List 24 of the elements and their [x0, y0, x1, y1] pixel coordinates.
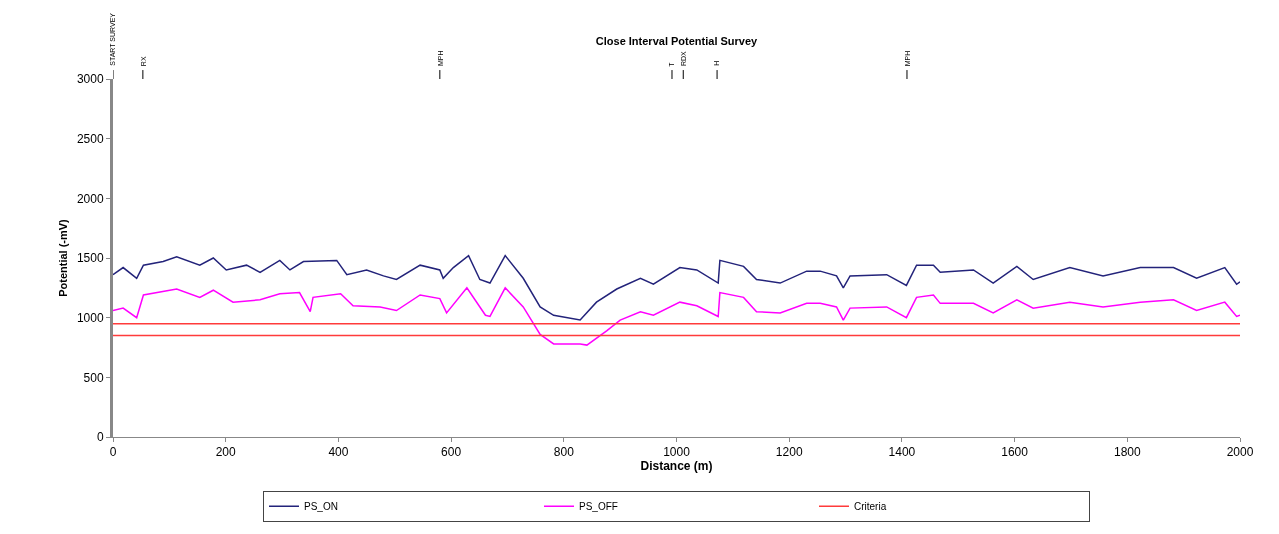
x-tick-label: 1600: [1001, 445, 1029, 460]
y-tick-label: 0: [96, 430, 104, 445]
y-tick-label: 2500: [76, 131, 104, 146]
x-axis-title: Distance (m): [640, 459, 713, 474]
x-tick-label: 400: [328, 445, 349, 460]
y-axis-title: Potential (-mV): [56, 218, 69, 297]
y-tick-label: 2000: [76, 191, 104, 206]
legend-label: Criteria: [854, 501, 887, 513]
y-tick-label: 500: [83, 370, 104, 385]
x-tick-label: 1000: [663, 445, 691, 460]
x-tick-label: 1400: [888, 445, 916, 460]
legend-label: PS_OFF: [579, 501, 618, 513]
x-tick-label: 1200: [775, 445, 803, 460]
x-tick-label: 0: [109, 445, 117, 460]
x-tick-label: 800: [553, 445, 575, 460]
x-tick-label: 600: [441, 445, 462, 460]
y-tick-label: 3000: [76, 72, 104, 87]
x-tick-label: 2000: [1226, 445, 1254, 460]
y-tick-label: 1500: [76, 251, 104, 266]
chart-title: Close Interval Potential Survey: [595, 35, 759, 48]
y-tick-label: 1000: [76, 310, 104, 325]
x-tick-label: 200: [215, 445, 237, 460]
x-tick-label: 1800: [1113, 445, 1141, 460]
legend-label: PS_ON: [304, 501, 338, 513]
